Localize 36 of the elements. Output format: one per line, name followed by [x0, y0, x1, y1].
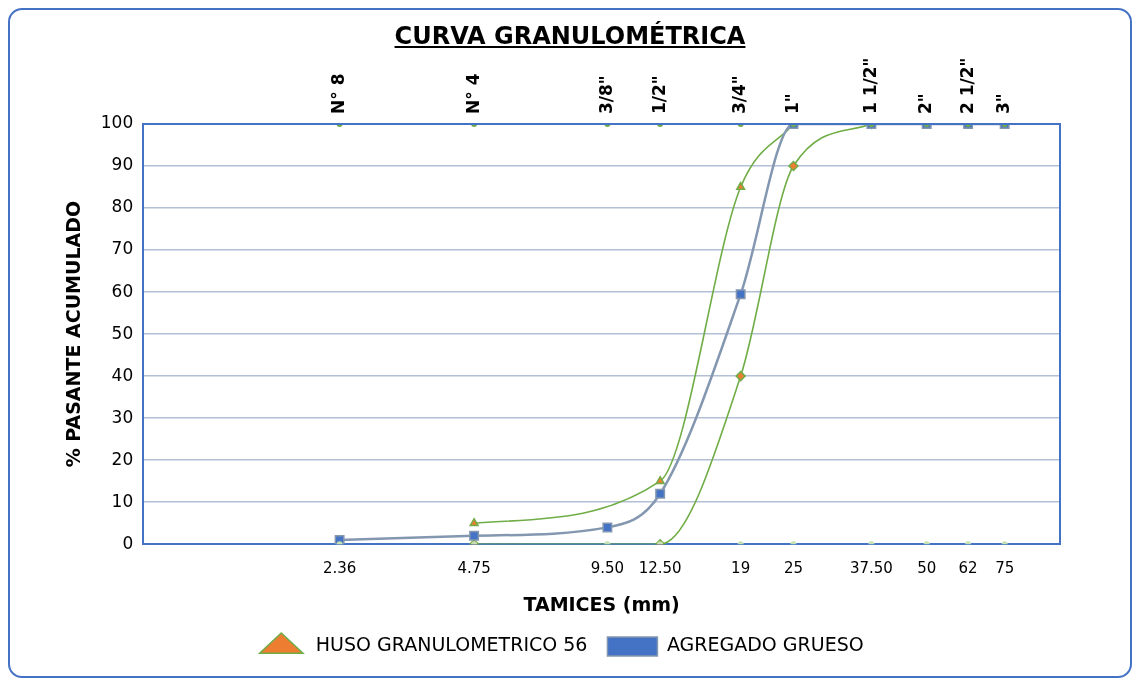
- y-tick-label: 0: [122, 532, 134, 553]
- x-tick-label: 9.50: [590, 559, 625, 578]
- y-tick-label: 10: [111, 490, 134, 511]
- legend-label: HUSO GRANULOMETRICO 56: [315, 633, 588, 656]
- y-tick-label: 80: [111, 196, 134, 217]
- annotation: 3/4": [729, 75, 750, 114]
- x-tick-label: 12.50: [638, 559, 682, 578]
- x-tick-label: 75: [995, 559, 1015, 578]
- annotation: 3": [993, 93, 1014, 114]
- y-tick-label: 70: [111, 238, 134, 259]
- y-tick-label: 40: [111, 364, 134, 385]
- y-axis-title: % PASANTE ACUMULADO: [62, 200, 85, 468]
- x-tick-label: 37.50: [849, 559, 893, 578]
- annotation: 2": [915, 93, 936, 114]
- y-tick-label: 60: [111, 280, 134, 301]
- x-axis-title: TAMICES (mm): [523, 592, 680, 615]
- x-tick-label: 50: [917, 559, 937, 578]
- annotation: N° 4: [462, 73, 483, 114]
- y-tick-label: 30: [111, 406, 134, 427]
- y-tick-label: 20: [111, 448, 134, 469]
- x-tick-label: 2.36: [322, 559, 357, 578]
- annotation: 3/8": [595, 75, 616, 114]
- x-tick-label: 4.75: [457, 559, 491, 578]
- x-tick-label: 62: [958, 559, 978, 578]
- annotation: 1": [781, 93, 802, 114]
- x-tick-label: 19: [731, 559, 751, 578]
- y-tick-label: 100: [100, 112, 134, 133]
- annotation: 1/2": [648, 75, 669, 114]
- legend-label: AGREGADO GRUESO: [666, 633, 864, 656]
- y-tick-label: 50: [111, 322, 134, 343]
- annotation: 1 1/2": [859, 57, 880, 114]
- x-tick-label: 25: [783, 559, 803, 578]
- y-tick-label: 90: [111, 154, 134, 175]
- annotation: 2 1/2": [956, 57, 977, 114]
- annotation: N° 8: [328, 73, 349, 114]
- chart-title: CURVA GRANULOMÉTRICA: [393, 20, 747, 52]
